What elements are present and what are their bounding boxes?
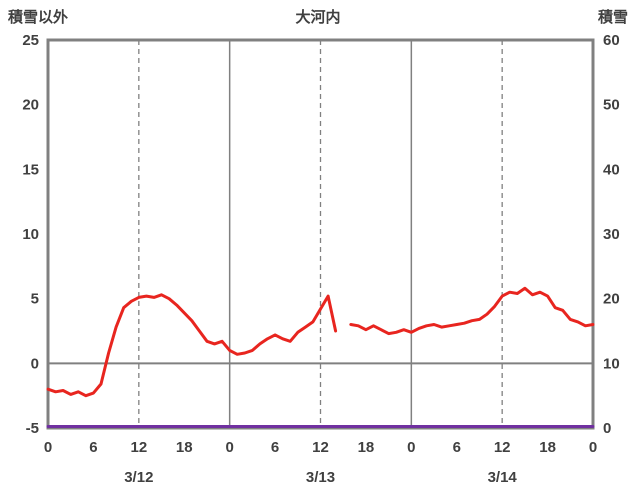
- right-axis-tick-label: 30: [603, 226, 620, 243]
- left-axis-tick-label: -5: [26, 420, 39, 437]
- right-axis-tick-label: 20: [603, 291, 620, 308]
- x-axis-tick-label: 12: [494, 439, 511, 456]
- series-line-0: [46, 286, 595, 398]
- x-axis-tick-label: 18: [358, 439, 375, 456]
- left-axis-tick-label: 25: [22, 32, 39, 49]
- x-axis-tick-label: 18: [176, 439, 193, 456]
- date-label: 3/13: [306, 469, 335, 486]
- left-axis-tick-label: 0: [31, 355, 39, 372]
- x-axis-tick-label: 6: [89, 439, 97, 456]
- right-axis-tick-label: 60: [603, 32, 620, 49]
- x-axis-tick-label: 0: [589, 439, 597, 456]
- x-axis-tick-label: 12: [312, 439, 329, 456]
- right-axis-tick-label: 40: [603, 161, 620, 178]
- left-axis-title: 積雪以外: [8, 9, 69, 26]
- right-axis-title: 積雪: [597, 9, 628, 26]
- x-axis-tick-label: 0: [225, 439, 233, 456]
- x-axis-tick-label: 0: [407, 439, 415, 456]
- right-axis-tick-label: 10: [603, 355, 620, 372]
- left-axis-tick-label: 5: [31, 291, 39, 308]
- left-axis-tick-label: 10: [22, 226, 39, 243]
- date-label: 3/14: [488, 469, 518, 486]
- left-axis-tick-label: 15: [22, 161, 39, 178]
- x-axis-tick-label: 6: [271, 439, 279, 456]
- right-axis-tick-label: 0: [603, 420, 611, 437]
- x-axis-tick-label: 18: [539, 439, 556, 456]
- x-axis-tick-label: 12: [130, 439, 147, 456]
- left-axis-tick-label: 20: [22, 97, 39, 114]
- x-axis-tick-label: 0: [44, 439, 52, 456]
- right-axis-tick-label: 50: [603, 97, 620, 114]
- date-label: 3/12: [124, 469, 153, 486]
- x-axis-tick-label: 6: [453, 439, 461, 456]
- station-title: 大河内: [295, 9, 341, 26]
